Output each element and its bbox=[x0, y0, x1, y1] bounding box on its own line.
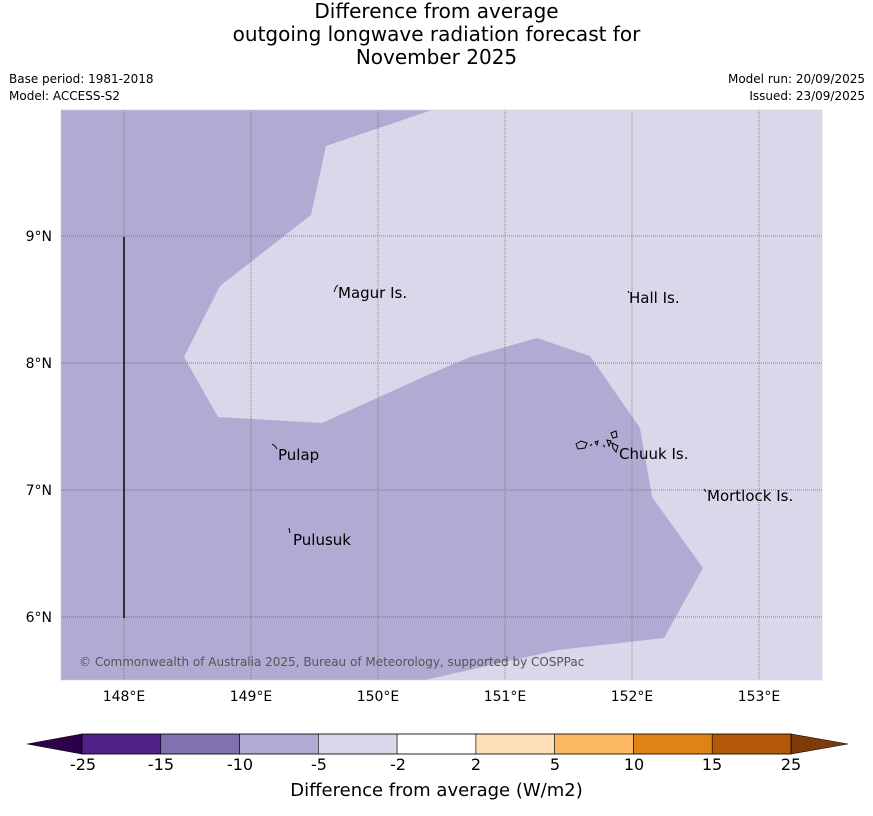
lon-label-152E: 152°E bbox=[611, 689, 654, 705]
island-pulap bbox=[271, 443, 278, 450]
colorbar-segment bbox=[239, 733, 319, 755]
colorbar-segment bbox=[554, 733, 634, 755]
map-title: Difference from average outgoing longwav… bbox=[0, 0, 873, 69]
label-pulusuk: Pulusuk bbox=[293, 531, 351, 549]
title-line-2: outgoing longwave radiation forecast for bbox=[232, 22, 641, 46]
lon-label-149E: 149°E bbox=[230, 689, 273, 705]
colorbar-label: -5 bbox=[311, 755, 327, 774]
colorbar-segment bbox=[475, 733, 555, 755]
lon-label-150E: 150°E bbox=[357, 689, 400, 705]
title-line-3: November 2025 bbox=[355, 45, 518, 69]
colorbar-label: -2 bbox=[390, 755, 406, 774]
colorbar-segment bbox=[81, 733, 162, 755]
label-hall: Hall Is. bbox=[629, 289, 680, 307]
map-area bbox=[60, 109, 823, 681]
colorbar-segment bbox=[633, 733, 713, 755]
colorbar-extend-high bbox=[790, 733, 849, 755]
base-period: Base period: 1981-2018 bbox=[9, 72, 154, 86]
island-mortlock bbox=[703, 488, 707, 493]
lon-label-153E: 153°E bbox=[738, 689, 781, 705]
lat-label-8N: 8°N bbox=[26, 356, 52, 372]
issued-date: Issued: 23/09/2025 bbox=[749, 89, 865, 103]
colorbar-label: 25 bbox=[780, 755, 802, 774]
colorbar-segment bbox=[160, 733, 240, 755]
island-chuuk-lagoon bbox=[575, 430, 619, 454]
lon-label-148E: 148°E bbox=[103, 689, 146, 705]
label-mortlock: Mortlock Is. bbox=[707, 487, 793, 505]
meta-right: Model run: 20/09/2025 Issued: 23/09/2025 bbox=[728, 71, 865, 105]
colorbar-label: -25 bbox=[69, 755, 97, 774]
lon-label-151E: 151°E bbox=[484, 689, 527, 705]
colorbar-label: 2 bbox=[470, 755, 482, 774]
islands bbox=[271, 284, 707, 534]
title-line-1: Difference from average bbox=[314, 0, 559, 23]
colorbar-segment bbox=[711, 733, 792, 755]
island-magur bbox=[333, 284, 339, 293]
lat-label-6N: 6°N bbox=[26, 610, 52, 626]
colorbar-label: -10 bbox=[226, 755, 254, 774]
map-frame bbox=[60, 109, 823, 681]
anomaly-region-dark bbox=[61, 110, 703, 680]
colorbar-segment bbox=[396, 733, 477, 755]
colorbar-title: Difference from average (W/m2) bbox=[290, 780, 583, 801]
meta-left: Base period: 1981-2018 Model: ACCESS-S2 bbox=[9, 71, 154, 105]
colorbar-extend-low bbox=[26, 733, 83, 755]
label-pulap: Pulap bbox=[278, 446, 319, 464]
label-chuuk: Chuuk Is. bbox=[619, 445, 688, 463]
colorbar-label: 10 bbox=[623, 755, 645, 774]
lat-label-7N: 7°N bbox=[26, 483, 52, 499]
colorbar-label: -15 bbox=[147, 755, 175, 774]
colorbar-label: 15 bbox=[701, 755, 723, 774]
island-hall bbox=[627, 290, 630, 294]
colorbar-label: 5 bbox=[549, 755, 561, 774]
model-name: Model: ACCESS-S2 bbox=[9, 89, 121, 103]
copyright-notice: © Commonwealth of Australia 2025, Bureau… bbox=[79, 655, 584, 669]
colorbar-segment bbox=[318, 733, 398, 755]
lat-label-9N: 9°N bbox=[26, 229, 52, 245]
colorbar-frame bbox=[81, 733, 792, 755]
model-run: Model run: 20/09/2025 bbox=[727, 72, 865, 86]
island-pulusuk bbox=[288, 527, 291, 534]
label-magur: Magur Is. bbox=[338, 284, 407, 302]
colorbar bbox=[26, 733, 849, 755]
